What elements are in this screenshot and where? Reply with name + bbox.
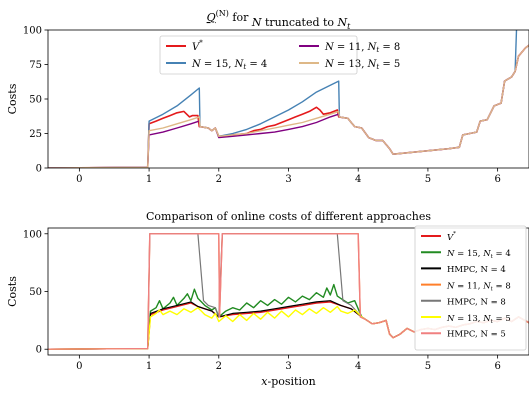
legend-label-v: V* xyxy=(192,39,203,53)
chart-title: Q(N) for N truncated to Nt xyxy=(207,9,352,31)
series-line-n-13-n-t-5 xyxy=(48,44,529,168)
legend-label-hmpc-n-5: HMPC, N = 5 xyxy=(447,330,506,340)
x-axis-label: x-position xyxy=(261,375,315,388)
legend-label-hmpc-n-8: HMPC, N = 8 xyxy=(447,297,506,307)
x-tick-label: 2 xyxy=(216,361,222,372)
legend-label-n-11-n-t-8: N = 11, Nt = 8 xyxy=(446,281,511,292)
y-tick-label: 75 xyxy=(29,60,42,71)
x-tick-label: 0 xyxy=(76,174,82,185)
y-tick-label: 25 xyxy=(29,129,42,140)
y-tick-label: 0 xyxy=(36,345,42,356)
legend-label-n-13-n-t-5: N = 13, Nt = 5 xyxy=(324,59,400,72)
legend: V* N = 15, Nt = 4 N = 11, Nt = 8 N = 13, Nt… xyxy=(159,35,400,75)
y-tick-label: 100 xyxy=(23,229,42,240)
legend-label-hmpc-n-4: HMPC, N = 4 xyxy=(447,265,506,275)
x-tick-label: 4 xyxy=(355,361,361,372)
y-axis-label: Costs xyxy=(6,276,19,307)
y-axis-label: Costs xyxy=(6,83,19,114)
x-tick-label: 0 xyxy=(76,361,82,372)
x-tick-label: 3 xyxy=(285,361,291,372)
y-tick-label: 50 xyxy=(29,287,42,298)
y-tick-label: 50 xyxy=(29,95,42,106)
legend-label-n-15-n-t-4: N = 15, Nt = 4 xyxy=(191,59,267,72)
legend-label-n-13-n-t-5: N = 13, Nt = 5 xyxy=(446,314,511,325)
legend: V* N = 15, Nt = 4 HMPC, N = 4 N = 11, Nt = … xyxy=(414,225,527,351)
legend-label-n-11-n-t-8: N = 11, Nt = 8 xyxy=(324,42,400,55)
x-tick-label: 5 xyxy=(425,174,431,185)
legend-box xyxy=(414,225,527,351)
x-tick-label: 1 xyxy=(146,361,152,372)
y-tick-label: 100 xyxy=(23,26,42,37)
y-tick-label: 0 xyxy=(36,164,42,175)
legend-label-n-15-n-t-4: N = 15, Nt = 4 xyxy=(446,249,511,260)
series-group xyxy=(48,30,529,168)
x-tick-label: 1 xyxy=(146,174,152,185)
x-tick-label: 3 xyxy=(285,174,291,185)
x-tick-label: 6 xyxy=(494,361,500,372)
bottom-chart-panel: 0 1 2 3 4 5 6 0 50 100 Costs x-position Comparison o… xyxy=(6,210,529,388)
chart-title: Comparison of online costs of different … xyxy=(146,210,431,223)
legend-label-v: V* xyxy=(447,231,456,243)
top-chart-panel: 0 1 2 3 4 5 6 0 25 50 75 100 Costs Q(N) for N truncat… xyxy=(6,9,529,185)
x-tick-label: 4 xyxy=(355,174,361,185)
x-tick-label: 6 xyxy=(494,174,500,185)
x-tick-label: 2 xyxy=(216,174,222,185)
x-tick-label: 5 xyxy=(425,361,431,372)
